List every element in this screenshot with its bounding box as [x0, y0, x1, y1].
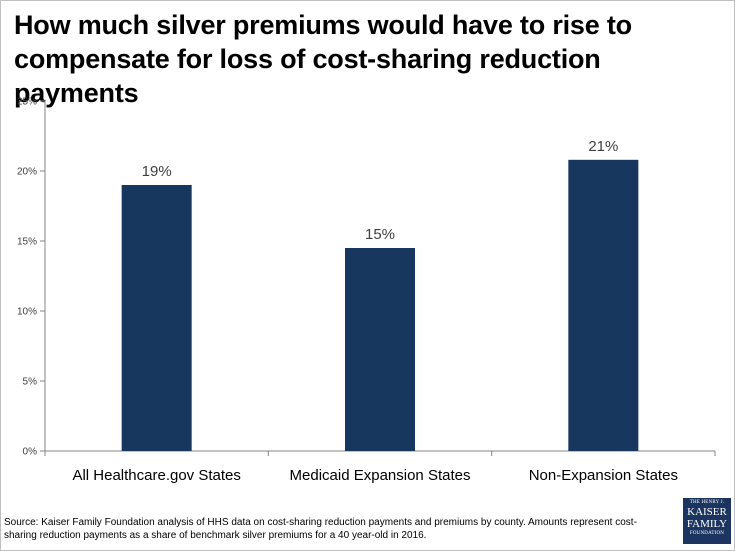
source-note: Source: Kaiser Family Foundation analysi… — [4, 517, 637, 541]
logo-line-4: FOUNDATION — [689, 531, 725, 536]
logo-line-2: KAISER — [687, 506, 727, 518]
y-tick-label: 0% — [23, 447, 38, 458]
bar — [121, 185, 192, 451]
y-tick-label: 15% — [17, 237, 37, 248]
y-tick-label: 5% — [23, 377, 38, 388]
bar — [345, 248, 415, 451]
data-label: 15% — [365, 226, 395, 243]
category-label: Non-Expansion States — [529, 467, 678, 484]
chart-title: How much silver premiums would have to r… — [14, 10, 632, 108]
bar — [568, 159, 639, 452]
logo-line-3: FAMILY — [686, 518, 728, 530]
y-tick-label: 10% — [17, 307, 37, 318]
y-tick-label: 20% — [17, 167, 37, 178]
kff-logo: THE HENRY J. KAISER FAMILY FOUNDATION — [683, 498, 731, 544]
data-label: 19% — [142, 163, 172, 180]
category-label: Medicaid Expansion States — [290, 467, 471, 484]
category-label: All Healthcare.gov States — [72, 467, 240, 484]
y-tick-label: 25% — [17, 97, 37, 108]
logo-line-1: THE HENRY J. — [689, 500, 725, 505]
data-label: 21% — [588, 138, 618, 155]
